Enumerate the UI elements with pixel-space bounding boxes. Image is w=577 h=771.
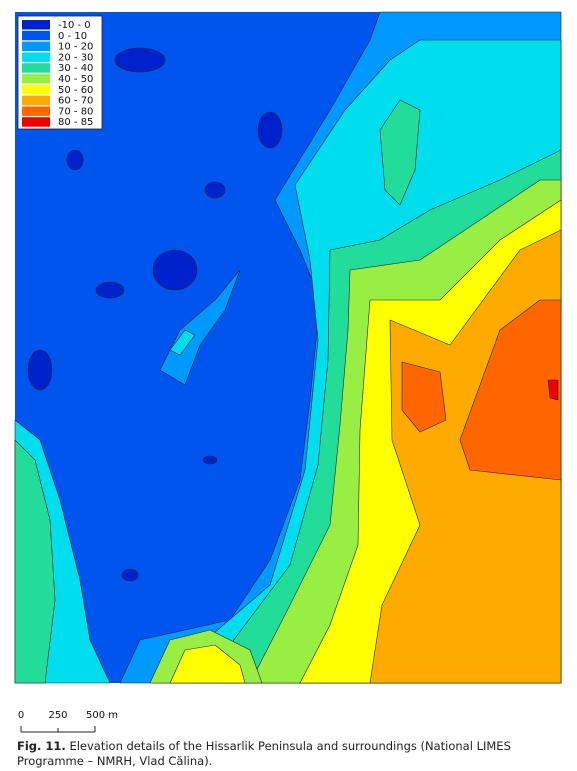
legend-label: 0 - 10 bbox=[58, 31, 87, 42]
legend-swatch bbox=[22, 106, 50, 116]
legend-label: 60 - 70 bbox=[58, 96, 93, 107]
legend-swatch bbox=[22, 41, 50, 52]
elevation-map bbox=[14, 11, 562, 684]
legend-swatch bbox=[22, 74, 50, 84]
legend-label: 20 - 30 bbox=[58, 52, 93, 63]
legend-swatch bbox=[22, 95, 50, 106]
legend-label: 80 - 85 bbox=[58, 117, 93, 128]
caption: Fig. 11. Elevation details of the Hissar… bbox=[17, 739, 567, 769]
legend-swatch bbox=[22, 30, 50, 41]
legend-swatch bbox=[22, 20, 50, 30]
legend-swatch bbox=[22, 117, 50, 127]
legend-swatch bbox=[22, 84, 50, 95]
scale-label: 500 m bbox=[86, 710, 118, 721]
scale-bar bbox=[20, 726, 96, 733]
caption-label: Fig. 11. bbox=[17, 739, 66, 753]
legend-label: 10 - 20 bbox=[58, 42, 93, 53]
legend-label: 40 - 50 bbox=[58, 74, 93, 85]
legend-swatch bbox=[22, 52, 50, 62]
legend-label: 70 - 80 bbox=[58, 106, 93, 117]
scale-label: 0 bbox=[18, 710, 24, 721]
scale-label: 250 bbox=[48, 710, 67, 721]
legend-label: 50 - 60 bbox=[58, 85, 93, 96]
caption-text: Elevation details of the Hissarlik Penin… bbox=[17, 739, 511, 768]
legend-label: -10 - 0 bbox=[58, 20, 91, 31]
legend-swatch bbox=[22, 63, 50, 73]
legend-label: 30 - 40 bbox=[58, 63, 93, 74]
